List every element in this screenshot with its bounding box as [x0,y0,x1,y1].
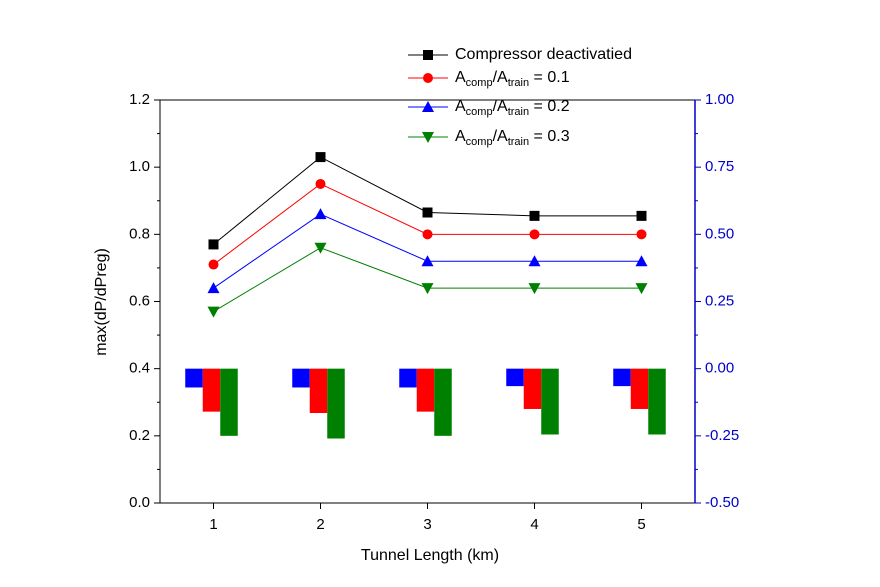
bar [541,368,559,435]
point [422,207,433,218]
x-axis-label: Tunnel Length (km) [361,547,499,564]
point [635,255,648,267]
point [314,208,327,220]
point [421,283,434,295]
legend-label: Compressor deactivatied [455,46,632,63]
point [529,229,540,240]
y-tick-label: 1.2 [129,91,150,108]
legend-marker [422,132,434,143]
bar [434,368,452,436]
legend-marker [423,73,433,83]
bar [523,368,542,409]
point [208,259,219,270]
y-tick-label: 0.0 [129,494,150,511]
bar [309,368,328,413]
bar [416,368,435,412]
bar [613,368,631,387]
x-tick-label: 1 [209,516,217,533]
point [314,242,327,254]
y2-tick-label: 1.00 [705,91,734,108]
y2-tick-label: 0.50 [705,225,734,242]
bar [292,368,310,388]
point [422,229,433,240]
y-tick-label: 0.8 [129,225,150,242]
bar [185,368,203,388]
legend-label: Acomp/Atrain = 0.1 [455,69,570,89]
x-tick-label: 3 [423,516,431,533]
bar [220,368,238,436]
x-tick-label: 4 [530,516,538,533]
y-tick-label: 0.6 [129,292,150,309]
point [529,210,540,221]
point [636,210,647,221]
legend-label: Acomp/Atrain = 0.2 [455,98,570,118]
y2-tick-label: 0.75 [705,158,734,175]
point [207,282,220,294]
y2-tick-label: -0.50 [705,494,739,511]
bar [202,368,221,412]
bar [399,368,417,388]
point [315,178,326,189]
bar [630,368,649,409]
y-tick-label: 1.0 [129,158,150,175]
point [421,255,434,267]
y2-tick-label: 0.25 [705,292,734,309]
line [213,213,642,289]
bar [648,368,666,435]
point [315,152,326,163]
y2-tick-label: 0.00 [705,360,734,377]
legend-label: Acomp/Atrain = 0.3 [455,128,570,148]
legend-marker [423,50,433,60]
bar [506,368,524,387]
line [213,183,642,265]
legend-marker [422,101,434,112]
y-tick-label: 0.4 [129,360,150,377]
x-tick-label: 2 [316,516,324,533]
bar [327,368,345,439]
point [635,283,648,295]
point [528,255,541,267]
point [207,306,220,318]
point [636,229,647,240]
point [208,239,219,250]
y-axis-label: max(dP/dPreg) [93,248,110,356]
x-tick-label: 5 [637,516,645,533]
point [528,283,541,295]
y2-tick-label: -0.25 [705,427,739,444]
y-tick-label: 0.2 [129,427,150,444]
